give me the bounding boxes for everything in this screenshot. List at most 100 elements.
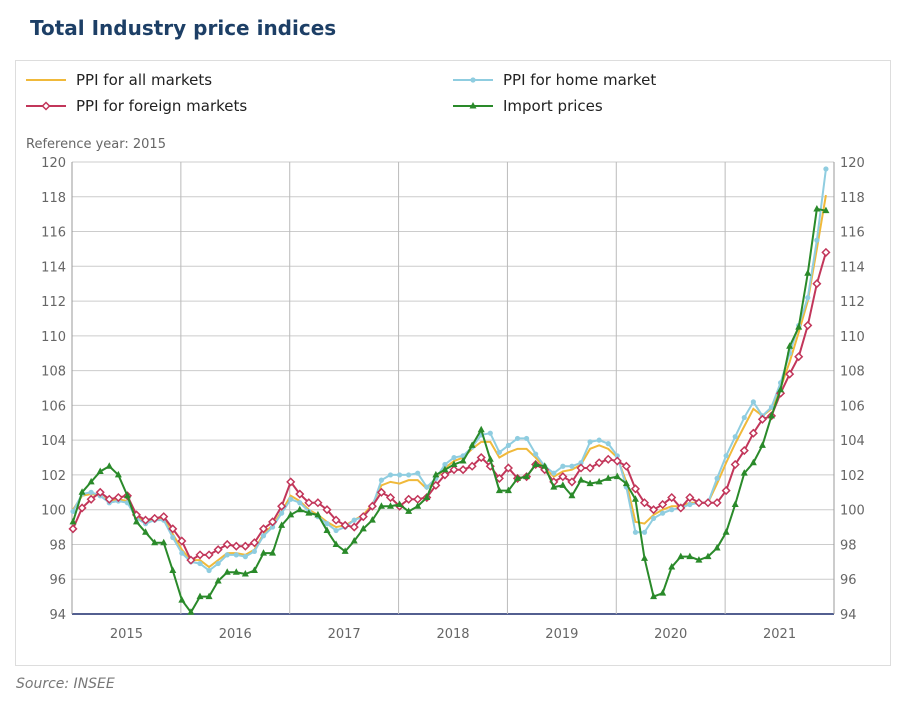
y-tick-label-right: 94 — [840, 608, 857, 623]
data-point — [170, 534, 176, 541]
data-point — [730, 459, 740, 470]
data-point — [803, 320, 813, 330]
data-point — [514, 474, 521, 481]
data-point — [441, 465, 449, 473]
x-tick-label: 2021 — [763, 627, 796, 642]
data-point — [404, 494, 414, 504]
data-point — [468, 441, 476, 448]
data-point — [68, 524, 78, 534]
data-point — [159, 512, 169, 522]
data-point — [476, 452, 486, 463]
y-tick-label-left: 102 — [41, 469, 66, 484]
data-point — [632, 529, 639, 535]
data-point — [278, 521, 286, 528]
data-point — [332, 540, 340, 547]
data-point — [822, 206, 830, 214]
data-point — [596, 437, 602, 443]
data-point — [95, 487, 105, 497]
data-point — [723, 453, 729, 459]
data-point — [722, 528, 730, 535]
data-point — [250, 566, 258, 574]
y-tick-label-left: 98 — [49, 538, 66, 553]
data-point — [496, 449, 502, 455]
legend-label: PPI for all markets — [76, 71, 212, 89]
data-point — [578, 460, 584, 466]
data-point — [150, 513, 160, 523]
legend-item: PPI for foreign markets — [26, 97, 247, 115]
data-point — [151, 538, 159, 546]
y-tick-label-right: 102 — [840, 469, 865, 484]
data-point — [269, 549, 277, 556]
data-point — [659, 589, 667, 596]
legend-item: Import prices — [453, 97, 603, 115]
y-tick-label-right: 98 — [840, 538, 857, 553]
data-point — [605, 441, 611, 447]
x-tick-label: 2017 — [328, 627, 361, 642]
data-point — [650, 592, 658, 600]
data-point — [469, 102, 477, 109]
y-tick-label-left: 94 — [49, 608, 66, 623]
data-point — [721, 486, 731, 496]
y-tick-label-right: 96 — [840, 573, 857, 588]
data-point — [88, 489, 94, 495]
data-point — [187, 608, 195, 615]
data-point — [567, 477, 577, 487]
data-point — [351, 517, 357, 523]
y-tick-label-right: 104 — [840, 434, 865, 449]
data-point — [133, 517, 140, 525]
data-point — [377, 502, 385, 509]
data-point — [451, 454, 457, 461]
y-tick-label-right: 100 — [840, 504, 865, 519]
data-point — [732, 434, 738, 440]
source-note: Source: INSEE — [16, 676, 115, 692]
data-point — [741, 414, 747, 421]
y-tick-label-right: 108 — [840, 365, 865, 380]
data-point — [704, 552, 712, 560]
data-point — [551, 470, 557, 476]
data-point — [258, 524, 269, 534]
data-point — [114, 470, 122, 478]
data-point — [550, 483, 558, 490]
series-line — [72, 252, 827, 562]
data-point — [287, 510, 295, 518]
data-point — [78, 488, 86, 495]
data-point — [214, 576, 222, 584]
data-point — [260, 533, 267, 539]
data-point — [323, 526, 331, 534]
series-ppi-for-foreign-markets — [68, 247, 831, 565]
data-point — [241, 570, 249, 577]
data-point — [613, 472, 621, 480]
data-point — [569, 463, 575, 469]
data-point — [168, 524, 178, 534]
data-point — [423, 493, 431, 501]
data-point — [677, 552, 685, 560]
data-point — [268, 517, 278, 527]
y-tick-label-left: 106 — [41, 399, 66, 414]
data-point — [495, 486, 503, 494]
data-point — [621, 461, 631, 471]
y-tick-label-left: 96 — [49, 573, 66, 588]
data-point — [757, 414, 767, 424]
data-point — [358, 512, 368, 522]
data-point — [821, 247, 831, 257]
data-point — [631, 495, 639, 502]
legend-label: PPI for foreign markets — [76, 97, 247, 115]
data-point — [740, 469, 748, 476]
data-point — [676, 503, 686, 513]
data-point — [413, 494, 423, 504]
data-point — [260, 549, 267, 556]
data-point — [222, 539, 232, 550]
data-point — [304, 498, 314, 508]
data-point — [333, 527, 339, 534]
data-point — [123, 491, 131, 499]
data-point — [324, 521, 330, 527]
data-point — [603, 454, 613, 464]
data-point — [196, 592, 204, 600]
data-point — [467, 461, 477, 471]
data-point — [639, 498, 650, 508]
data-point — [387, 502, 394, 509]
data-point — [442, 461, 448, 468]
data-point — [376, 487, 386, 497]
data-point — [231, 541, 241, 551]
data-point — [350, 536, 358, 544]
